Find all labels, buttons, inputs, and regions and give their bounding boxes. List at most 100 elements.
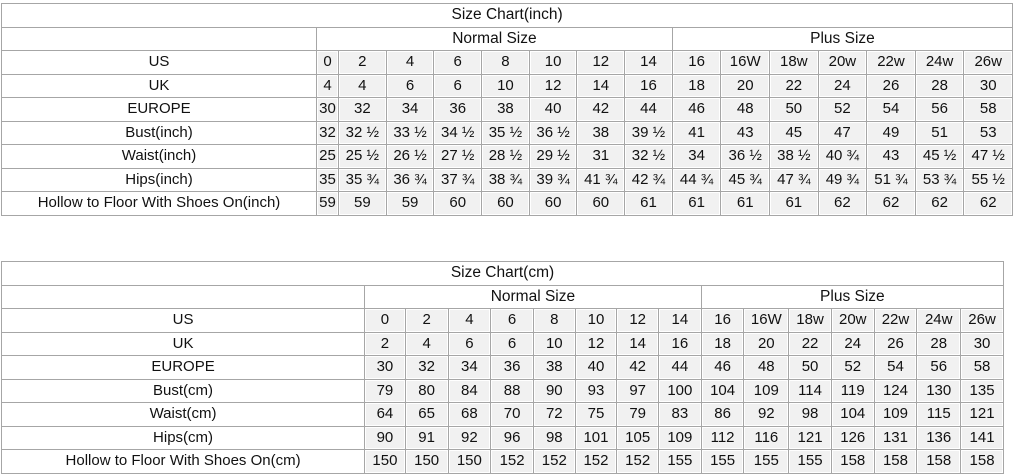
size-value-cell: 40 [528, 97, 578, 122]
size-value-cell: 22 [769, 73, 819, 98]
size-value-cell: 155 [743, 449, 790, 474]
size-value-cell: 101 [574, 425, 618, 450]
size-value-cell: 34 [385, 97, 435, 122]
table-row: Hollow to Floor With Shoes On(inch) 59 59 5… [1, 191, 1014, 216]
size-value-cell: 38 [576, 120, 626, 145]
size-value-cell: 4 [316, 73, 339, 98]
size-value-cell: 90 [532, 378, 576, 403]
size-value-cell: 54 [873, 355, 918, 380]
size-value-cell: 62 [914, 191, 965, 216]
size-value-cell: 30 [364, 355, 406, 380]
size-value-cell: 37 ¾ [433, 167, 483, 192]
size-value-cell: 39 ½ [624, 120, 673, 145]
size-value-cell: 6 [433, 50, 483, 75]
size-value-cell: 49 ¾ [817, 167, 868, 192]
size-value-cell: 47 ¾ [769, 167, 819, 192]
size-value-cell: 26 ½ [385, 144, 435, 169]
size-value-cell: 30 [960, 331, 1004, 356]
size-value-cell: 6 [447, 331, 492, 356]
size-value-cell: 12 [576, 50, 626, 75]
size-chart-inch-table: Size Chart(inch) Normal Size Plus Size US 0 2… [0, 3, 1014, 216]
size-value-cell: 114 [788, 378, 832, 403]
size-value-cell: 61 [671, 191, 722, 216]
size-value-cell: 62 [817, 191, 868, 216]
table-row: UK 4 4 6 6 10 12 14 16 18 20 22 24 26 28 30 [1, 73, 1014, 98]
size-value-cell: 51 ¾ [866, 167, 916, 192]
size-value-cell: 35 [316, 167, 339, 192]
size-value-cell: 14 [658, 308, 702, 333]
size-value-cell: 36 [433, 97, 483, 122]
table-row: Hips(inch) 35 35 ¾ 36 ¾ 37 ¾ 38 ¾ 39 ¾ 41 ¾ 42 ¾… [1, 167, 1014, 192]
size-value-cell: 152 [532, 449, 576, 474]
row-label: Hollow to Floor With Shoes On(inch) [1, 191, 317, 216]
size-value-cell: 79 [616, 402, 659, 427]
row-label: Hollow to Floor With Shoes On(cm) [0, 449, 366, 474]
size-value-cell: 45 [769, 120, 819, 145]
group-plus-size: Plus Size [700, 284, 1005, 309]
row-label: Bust(inch) [1, 120, 317, 145]
size-value-cell: 130 [916, 378, 962, 403]
size-value-cell: 44 [658, 355, 702, 380]
size-value-cell: 41 [671, 120, 722, 145]
size-value-cell: 61 [624, 191, 673, 216]
row-label: Bust(cm) [0, 378, 366, 403]
size-value-cell: 58 [963, 97, 1014, 122]
size-value-cell: 104 [830, 402, 875, 427]
size-value-cell: 52 [830, 355, 875, 380]
size-value-cell: 35 ¾ [338, 167, 387, 192]
size-value-cell: 6 [433, 73, 483, 98]
size-value-cell: 20 [743, 331, 790, 356]
size-value-cell: 24 [830, 331, 875, 356]
size-value-cell: 33 ½ [385, 120, 435, 145]
size-value-cell: 28 [914, 73, 965, 98]
size-value-cell: 88 [490, 378, 534, 403]
size-value-cell: 20w [830, 308, 875, 333]
size-value-cell: 8 [481, 50, 530, 75]
empty-cell [0, 284, 366, 309]
size-value-cell: 16 [658, 331, 702, 356]
size-value-cell: 59 [338, 191, 387, 216]
size-value-cell: 48 [743, 355, 790, 380]
row-label: Waist(cm) [0, 402, 366, 427]
size-value-cell: 2 [364, 331, 406, 356]
size-value-cell: 158 [873, 449, 918, 474]
size-value-cell: 10 [528, 50, 578, 75]
size-value-cell: 126 [830, 425, 875, 450]
size-value-cell: 50 [788, 355, 832, 380]
size-value-cell: 10 [532, 331, 576, 356]
size-value-cell: 41 ¾ [576, 167, 626, 192]
size-value-cell: 60 [528, 191, 578, 216]
table-row: EUROPE 30 32 34 36 38 40 42 44 46 48 50 52 54 56 58 [0, 355, 1004, 380]
size-value-cell: 18 [671, 73, 722, 98]
size-value-cell: 27 ½ [433, 144, 483, 169]
size-value-cell: 12 [574, 331, 618, 356]
size-value-cell: 56 [916, 355, 962, 380]
size-value-cell: 79 [364, 378, 406, 403]
size-value-cell: 34 [671, 144, 722, 169]
size-value-cell: 131 [873, 425, 918, 450]
size-value-cell: 29 ½ [528, 144, 578, 169]
table-row: Bust(inch) 32 32 ½ 33 ½ 34 ½ 35 ½ 36 ½ 38 39 ½ 41… [1, 120, 1014, 145]
size-value-cell: 124 [873, 378, 918, 403]
table-row: Hips(cm) 90 91 92 96 98 101 105 109 112 116 121 126 1… [0, 425, 1004, 450]
size-value-cell: 34 ½ [433, 120, 483, 145]
size-value-cell: 62 [963, 191, 1014, 216]
size-value-cell: 64 [364, 402, 406, 427]
size-value-cell: 38 ½ [769, 144, 819, 169]
size-value-cell: 53 [963, 120, 1014, 145]
table-row: Waist(cm) 64 65 68 70 72 75 79 83 86 92 98 104 109 115… [0, 402, 1004, 427]
size-value-cell: 75 [574, 402, 618, 427]
size-value-cell: 14 [624, 50, 673, 75]
group-row: Normal Size Plus Size [1, 26, 1014, 51]
row-label: US [1, 50, 317, 75]
size-value-cell: 20w [817, 50, 868, 75]
size-value-cell: 158 [916, 449, 962, 474]
size-value-cell: 158 [960, 449, 1004, 474]
size-value-cell: 72 [532, 402, 576, 427]
size-value-cell: 14 [616, 331, 659, 356]
group-plus-size: Plus Size [671, 26, 1014, 51]
size-value-cell: 32 [338, 97, 387, 122]
row-label: Hips(inch) [1, 167, 317, 192]
size-value-cell: 96 [490, 425, 534, 450]
size-value-cell: 46 [671, 97, 722, 122]
